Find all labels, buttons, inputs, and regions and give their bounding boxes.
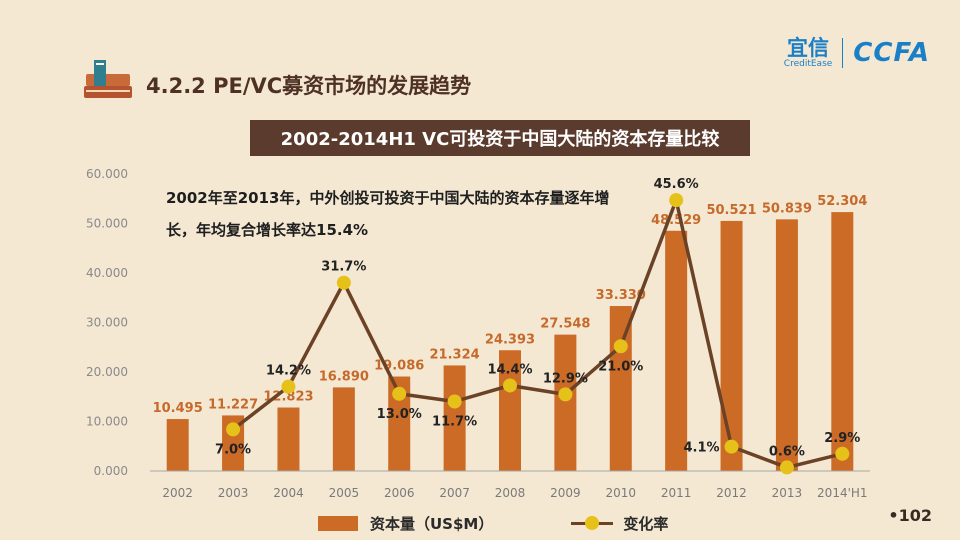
rate-point-2003: [226, 422, 241, 437]
bar-value-label: 21.324: [430, 347, 480, 362]
brand-divider: [842, 38, 844, 68]
rate-value-label: 31.7%: [321, 260, 366, 275]
x-axis: 2002 2003 2004 2005 2006 2007 2008 2009 2010 2011…: [150, 470, 870, 500]
bar-2008: [499, 350, 521, 471]
y-tick-label: 30.000: [86, 316, 128, 330]
legend-line-swatch: [571, 515, 614, 531]
bar-2004: [277, 407, 300, 471]
rate-point-2012: [724, 439, 739, 454]
x-tick-label: 2003: [218, 486, 249, 500]
y-tick-label: 40.000: [86, 266, 128, 280]
x-tick-label: 2012: [716, 486, 747, 500]
rate-value-label: 14.4%: [487, 362, 532, 377]
bar-value-label: 12.823: [263, 390, 313, 405]
bar-2011: [665, 230, 688, 471]
bar-value-label: 24.393: [485, 332, 535, 347]
rate-value-label: 13.0%: [377, 407, 422, 422]
rate-point-2011: [669, 193, 684, 208]
bar-value-label: 33.330: [596, 288, 646, 303]
bar-value-label: 11.227: [208, 397, 258, 412]
legend-line-label: 变化率: [623, 514, 669, 533]
x-tick-label: 2007: [439, 486, 470, 500]
chart-legend: 资本量（US$M） 变化率: [318, 512, 668, 534]
y-tick-label: 50.000: [86, 217, 128, 231]
bar-2006: [388, 376, 411, 471]
rate-point-2005: [336, 275, 351, 290]
bar-value-label: 10.495: [153, 401, 203, 416]
books-icon: [84, 60, 132, 98]
bar-2013: [775, 219, 798, 471]
x-tick-label: 2005: [329, 486, 360, 500]
legend-bar-label: 资本量（US$M）: [370, 514, 494, 533]
rate-value-label: 11.7%: [432, 415, 477, 430]
rate-point-2004: [281, 379, 296, 394]
x-tick-label: 2004: [273, 486, 304, 500]
rate-value-label: 12.9%: [543, 371, 588, 386]
rate-value-label: 7.0%: [215, 442, 251, 457]
bar-value-label: 48.529: [651, 213, 701, 228]
y-tick-label: 60.000: [86, 167, 128, 181]
y-tick-label: 0.000: [94, 464, 128, 478]
x-tick-label: 2011: [661, 486, 692, 500]
creditease-logo: 宜信 CreditEase: [784, 37, 833, 69]
rate-point-2006: [392, 386, 407, 401]
rate-point-2009: [558, 387, 573, 402]
x-tick-label: 2010: [605, 486, 636, 500]
x-tick-label: 2014'H1: [817, 486, 868, 500]
rate-point-2010: [613, 339, 628, 354]
rate-value-label: 45.6%: [654, 177, 699, 192]
page-title: 4.2.2 PE/VC募资市场的发展趋势: [146, 74, 472, 98]
x-tick-label: 2006: [384, 486, 415, 500]
rate-labels: 7.0% 14.2% 31.7% 13.0% 11.7% 14.4% 12.9% 21.0% 4…: [215, 177, 860, 459]
x-tick-label: 2002: [162, 486, 193, 500]
rate-point-2007: [447, 394, 462, 409]
rate-point-2013: [779, 460, 794, 475]
bar-value-label: 50.521: [706, 203, 756, 218]
brand-logo: 宜信 CreditEase CCFA: [784, 36, 930, 70]
bar-2014'H1: [831, 212, 854, 471]
rate-point-2008: [503, 378, 517, 393]
bar-series: [166, 212, 854, 471]
bar-2012: [720, 220, 743, 471]
rate-value-label: 0.6%: [769, 444, 805, 459]
bar-2005: [332, 387, 355, 471]
bar-2009: [554, 334, 577, 471]
chart-title: 2002-2014H1 VC可投资于中国大陆的资本存量比较: [250, 120, 750, 156]
bar-value-label: 52.304: [817, 194, 867, 209]
bar-value-label: 16.890: [319, 369, 369, 384]
y-tick-label: 20.000: [86, 365, 128, 379]
x-tick-label: 2013: [772, 486, 803, 500]
creditease-logo-cn: 宜信: [787, 36, 830, 60]
rate-line-series: [226, 193, 850, 475]
bar-value-label: 27.548: [540, 317, 590, 332]
x-tick-label: 2009: [550, 486, 581, 500]
page-number: •102: [888, 506, 932, 525]
rate-value-label: 21.0%: [598, 359, 643, 374]
y-axis: 0.000 10.000 20.000 30.000 40.000 50.000 60.00…: [86, 167, 128, 478]
creditease-logo-en: CreditEase: [783, 59, 833, 69]
rate-line: [232, 198, 843, 470]
rate-value-label: 4.1%: [683, 441, 719, 456]
chart-annotation: 2002年至2013年，中外创投可投资于中国大陆的资本存量逐年增长，年均复合增长…: [166, 189, 610, 239]
bar-2002: [166, 419, 189, 471]
x-tick-label: 2008: [495, 486, 526, 500]
y-tick-label: 10.000: [86, 415, 128, 429]
ccfa-logo: CCFA: [853, 38, 930, 68]
bar-value-label: 50.839: [762, 201, 812, 216]
rate-value-label: 14.2%: [266, 364, 311, 379]
rate-point-2014'H1: [835, 446, 850, 461]
rate-value-label: 2.9%: [824, 431, 860, 446]
bar-2007: [443, 365, 466, 471]
legend-bar-swatch: [318, 515, 358, 531]
bar-value-labels: 10.495 11.22712.82316.89019.08621.32424.3…: [153, 194, 868, 416]
